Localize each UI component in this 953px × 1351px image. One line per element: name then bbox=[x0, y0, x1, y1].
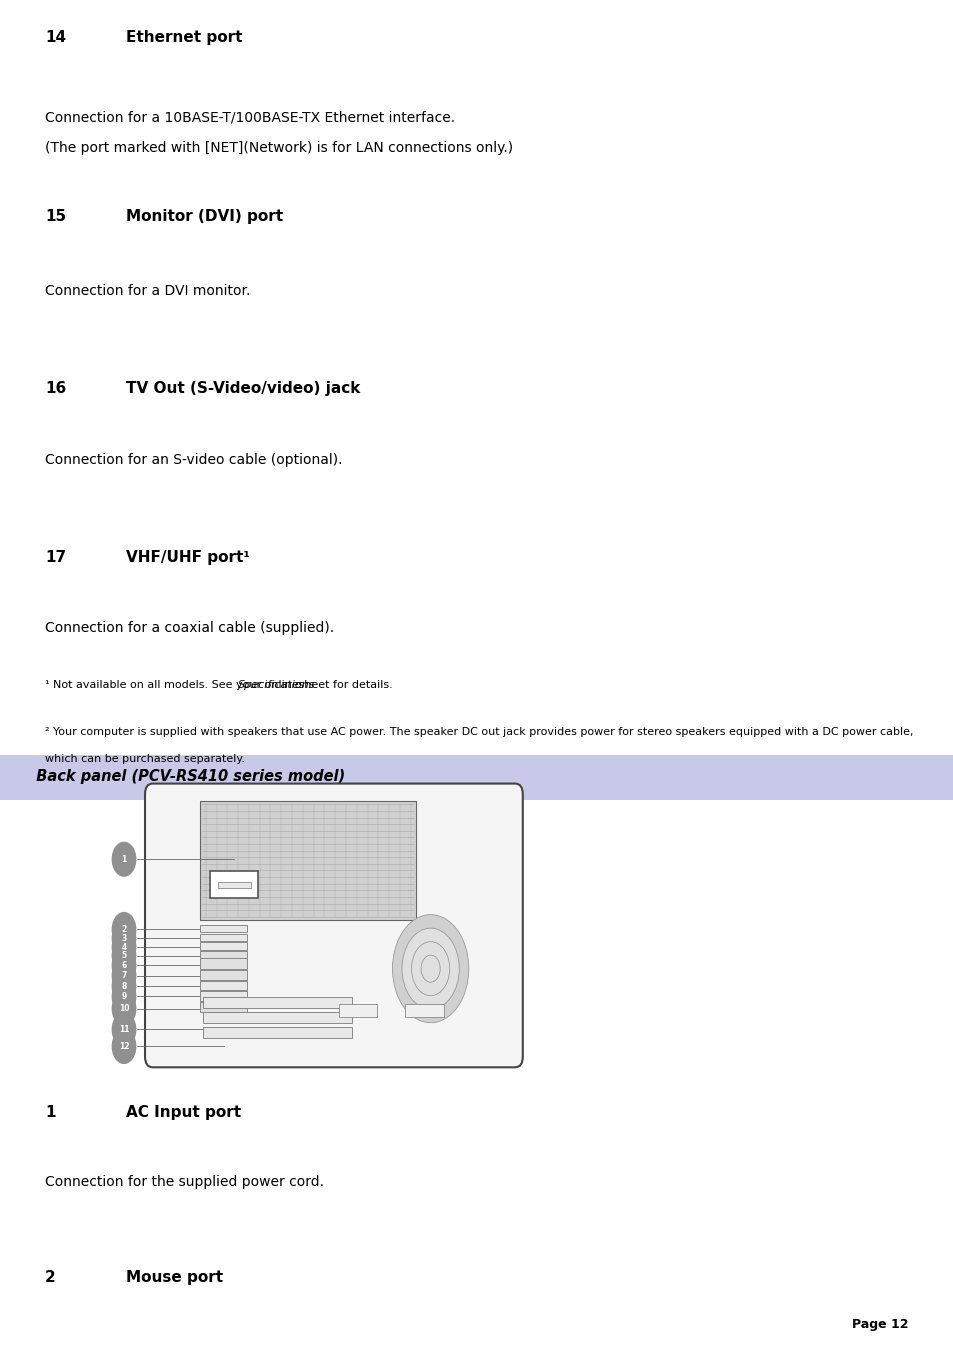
Text: Connection for the supplied power cord.: Connection for the supplied power cord. bbox=[45, 1175, 324, 1189]
Circle shape bbox=[420, 955, 439, 982]
Bar bbox=[200, 981, 247, 990]
Circle shape bbox=[112, 992, 136, 1027]
Bar bbox=[200, 801, 416, 920]
Text: AC Input port: AC Input port bbox=[126, 1105, 241, 1120]
Circle shape bbox=[112, 921, 136, 957]
Text: Ethernet port: Ethernet port bbox=[126, 30, 242, 45]
Text: 3: 3 bbox=[121, 934, 127, 943]
Text: 1: 1 bbox=[45, 1105, 55, 1120]
Text: 7: 7 bbox=[121, 971, 127, 981]
Circle shape bbox=[112, 938, 136, 973]
Text: 5: 5 bbox=[121, 951, 127, 961]
Text: ¹ Not available on all models. See your online: ¹ Not available on all models. See your … bbox=[45, 680, 302, 689]
Text: 4: 4 bbox=[121, 943, 127, 951]
Text: sheet for details.: sheet for details. bbox=[294, 680, 393, 689]
Text: 9: 9 bbox=[121, 992, 127, 1001]
Text: Connection for a 10BASE-T/100BASE-TX Ethernet interface.: Connection for a 10BASE-T/100BASE-TX Eth… bbox=[45, 111, 455, 124]
Text: 6: 6 bbox=[121, 961, 127, 970]
Text: 12: 12 bbox=[118, 1042, 130, 1051]
Bar bbox=[200, 942, 247, 950]
Bar bbox=[200, 951, 247, 958]
Text: TV Out (S-Video/video) jack: TV Out (S-Video/video) jack bbox=[126, 381, 360, 396]
FancyBboxPatch shape bbox=[145, 784, 522, 1067]
Text: 16: 16 bbox=[45, 381, 66, 396]
Text: ² Your computer is supplied with speakers that use AC power. The speaker DC out : ² Your computer is supplied with speaker… bbox=[45, 727, 913, 736]
Text: Connection for a DVI monitor.: Connection for a DVI monitor. bbox=[45, 284, 250, 297]
Text: (The port marked with [NET](Network) is for LAN connections only.): (The port marked with [NET](Network) is … bbox=[45, 141, 513, 154]
Text: 11: 11 bbox=[118, 1025, 130, 1034]
Circle shape bbox=[112, 958, 136, 993]
Text: 10: 10 bbox=[118, 1004, 130, 1013]
Text: 15: 15 bbox=[45, 209, 66, 224]
Bar bbox=[200, 924, 247, 932]
Circle shape bbox=[112, 912, 136, 947]
Circle shape bbox=[401, 928, 458, 1009]
Circle shape bbox=[112, 979, 136, 1015]
Bar bbox=[217, 882, 251, 888]
Text: Back panel (PCV-RS410 series model): Back panel (PCV-RS410 series model) bbox=[26, 769, 345, 784]
Circle shape bbox=[112, 1029, 136, 1065]
Bar bbox=[210, 871, 258, 898]
Bar bbox=[200, 934, 247, 942]
Circle shape bbox=[112, 1012, 136, 1047]
Bar bbox=[200, 970, 247, 979]
Bar bbox=[200, 958, 247, 969]
Circle shape bbox=[112, 929, 136, 965]
Circle shape bbox=[112, 842, 136, 877]
Text: 8: 8 bbox=[121, 982, 127, 990]
Text: Connection for a coaxial cable (supplied).: Connection for a coaxial cable (supplied… bbox=[45, 621, 334, 635]
Bar bbox=[405, 1004, 443, 1017]
Text: 17: 17 bbox=[45, 550, 66, 565]
Circle shape bbox=[112, 969, 136, 1004]
Text: 2: 2 bbox=[45, 1270, 55, 1285]
Text: Monitor (DVI) port: Monitor (DVI) port bbox=[126, 209, 283, 224]
Text: Page 12: Page 12 bbox=[852, 1317, 908, 1331]
Text: 14: 14 bbox=[45, 30, 66, 45]
Text: 1: 1 bbox=[121, 855, 127, 863]
Text: Specifications: Specifications bbox=[237, 680, 314, 689]
Bar bbox=[200, 1001, 247, 1012]
Text: VHF/UHF port¹: VHF/UHF port¹ bbox=[126, 550, 250, 565]
Text: Mouse port: Mouse port bbox=[126, 1270, 223, 1285]
Bar bbox=[203, 997, 352, 1008]
Circle shape bbox=[411, 942, 449, 996]
Circle shape bbox=[112, 948, 136, 984]
Bar bbox=[203, 1012, 352, 1023]
Bar bbox=[0, 755, 953, 800]
Bar bbox=[200, 992, 247, 1001]
Bar bbox=[338, 1004, 376, 1017]
Text: which can be purchased separately.: which can be purchased separately. bbox=[45, 754, 245, 763]
Bar bbox=[203, 1027, 352, 1038]
Text: 2: 2 bbox=[121, 925, 127, 934]
Circle shape bbox=[392, 915, 468, 1023]
Text: Connection for an S-video cable (optional).: Connection for an S-video cable (optiona… bbox=[45, 453, 342, 466]
